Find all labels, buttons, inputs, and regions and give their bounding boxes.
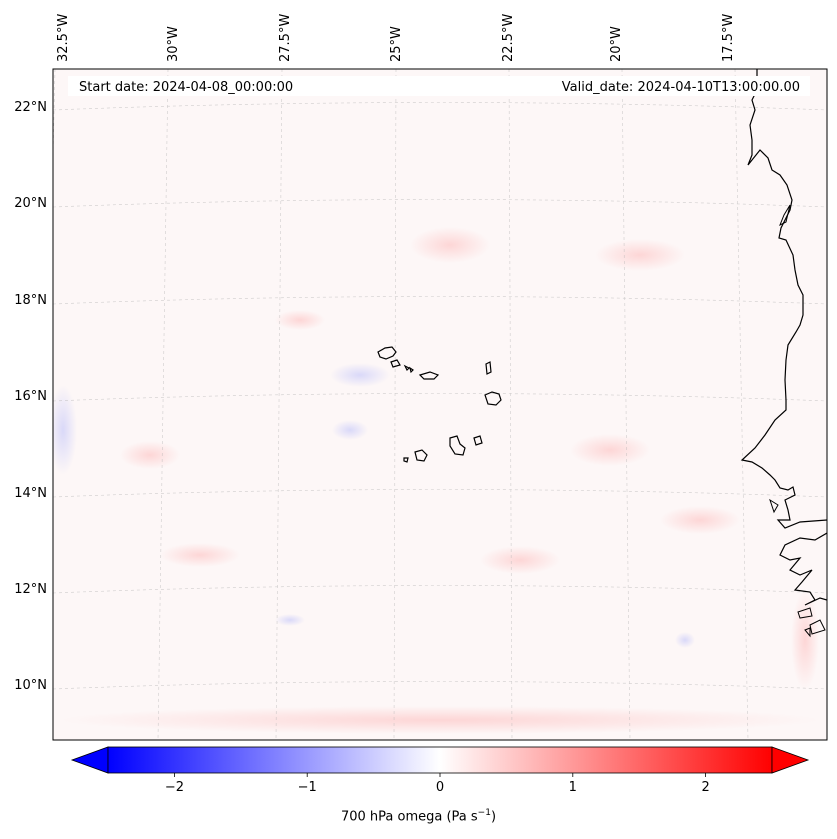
gridline-lon: [621, 69, 631, 740]
cape-verde-islands: [377, 346, 502, 463]
omega-patch: [275, 614, 305, 626]
omega-patch: [53, 385, 77, 475]
omega-patch: [275, 310, 325, 330]
coastline-guinea: [779, 532, 827, 606]
colorbar-label: 700 hPa omega (Pa s−1): [340, 808, 497, 825]
lon-label: 25°W: [389, 26, 404, 62]
gridline-lat: [53, 393, 827, 402]
island-santo-antao: [377, 346, 397, 360]
coastline-inlet: [769, 204, 791, 514]
omega-patch: [332, 420, 368, 440]
omega-field-patches: [53, 227, 820, 734]
omega-patch: [570, 434, 650, 466]
island-fogo: [414, 449, 428, 462]
omega-patch: [410, 227, 490, 263]
colorbar-tick-label: 0: [436, 780, 444, 795]
colorbar-high-extend: [771, 746, 810, 774]
lon-label: 17.5°W: [721, 14, 736, 62]
omega-patch: [480, 546, 560, 574]
gridline-lon: [508, 69, 513, 740]
island-boa-vista: [484, 391, 502, 406]
lon-axis-labels: 32.5°W 30°W 27.5°W 25°W 22.5°W 20°W 17.5…: [56, 14, 736, 62]
gridline-lat: [53, 489, 827, 498]
gridline-lat: [53, 681, 827, 690]
island-sao-nicolau: [418, 371, 440, 380]
header-strip: [68, 76, 810, 96]
coastline-africa: [740, 69, 827, 529]
gridline-lat: [53, 296, 827, 305]
gridline-lat: [53, 585, 827, 594]
lat-axis-labels: 22°N 20°N 18°N 16°N 14°N 12°N 10°N: [14, 100, 47, 693]
colorbar: −2 −1 0 1 2: [70, 746, 810, 795]
gridline-lon: [157, 69, 169, 740]
gridline-lon: [734, 69, 749, 740]
gridline-lat: [53, 199, 827, 208]
coastline-bijagos: [797, 607, 826, 638]
lat-label: 20°N: [14, 196, 47, 211]
colorbar-tick-label: −1: [298, 780, 317, 795]
island-sal: [485, 361, 492, 375]
omega-patch: [675, 632, 695, 648]
island-sao-vicente: [390, 359, 401, 368]
lon-label: 32.5°W: [56, 14, 71, 62]
island-santa-luzia: [403, 364, 414, 374]
island-santiago: [449, 435, 466, 456]
lat-label: 22°N: [14, 100, 47, 115]
omega-patch: [660, 506, 740, 534]
lat-label: 10°N: [14, 678, 47, 693]
gridline-lon: [393, 69, 397, 740]
start-date-label: Start date: 2024-04-08_00:00:00: [79, 80, 293, 95]
lon-label: 30°W: [166, 26, 181, 62]
omega-patch: [120, 441, 180, 469]
lat-label: 18°N: [14, 293, 47, 308]
lat-label: 14°N: [14, 486, 47, 501]
map-frame: [52, 68, 828, 741]
lon-label: 20°W: [609, 26, 624, 62]
omega-field-background: [53, 69, 827, 740]
colorbar-tick-label: 1: [569, 780, 577, 795]
colorbar-low-extend: [70, 746, 109, 774]
island-maio: [473, 435, 483, 446]
omega-patch: [595, 239, 685, 271]
island-brava: [403, 457, 409, 463]
omega-patch: [330, 363, 390, 387]
omega-patch: [160, 543, 240, 567]
colorbar-tick-label: 2: [701, 780, 709, 795]
omega-patch: [60, 706, 820, 734]
colorbar-ticks: −2 −1 0 1 2: [165, 773, 710, 795]
gridline-lon: [275, 69, 283, 740]
lon-label: 27.5°W: [278, 14, 293, 62]
gridlines: [53, 69, 827, 740]
lat-label: 16°N: [14, 389, 47, 404]
map-panel: [53, 69, 827, 740]
lat-label: 12°N: [14, 582, 47, 597]
colorbar-tick-label: −2: [165, 780, 184, 795]
valid-date-label: Valid_date: 2024-04-10T13:00:00.00: [562, 80, 800, 95]
lon-label: 22.5°W: [501, 14, 516, 62]
gridline-lat: [53, 102, 827, 111]
colorbar-body: [107, 746, 773, 774]
